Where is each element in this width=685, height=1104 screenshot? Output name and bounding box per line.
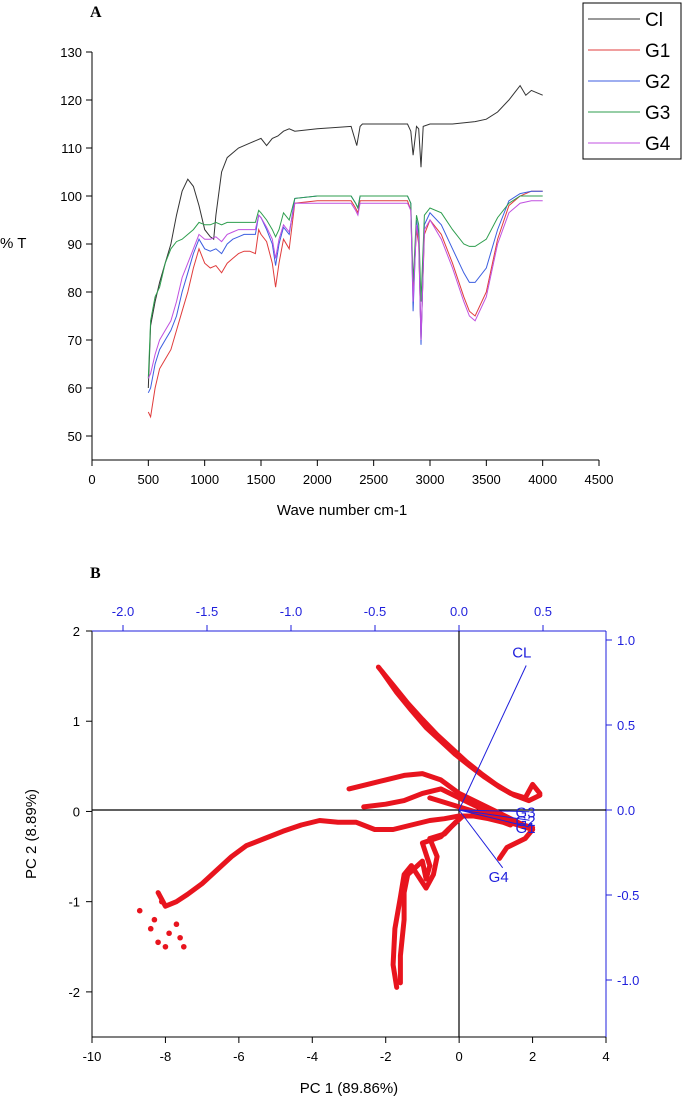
right-tick-label: -0.5 xyxy=(617,888,639,903)
loading-vector-g1 xyxy=(458,809,530,828)
panel-a-x-ticks: 0 500 1000 1500 2000 2500 3000 3500 4000 4500 xyxy=(88,460,613,487)
y-tick-label: 1 xyxy=(73,714,80,729)
series-line-cl xyxy=(147,84,543,389)
legend-label: G4 xyxy=(645,134,671,155)
series-line-g1 xyxy=(147,190,543,419)
loading-vector-g4 xyxy=(458,809,504,869)
x-tick-label: 2000 xyxy=(303,472,332,487)
y-tick-label: 120 xyxy=(60,93,82,108)
x-tick-label: 0 xyxy=(88,472,95,487)
right-tick-label: 0.0 xyxy=(617,803,635,818)
x-tick-label: -8 xyxy=(160,1049,172,1064)
score-point xyxy=(180,943,187,950)
loading-label: G2 xyxy=(516,813,536,830)
x-tick-label: 2 xyxy=(529,1049,536,1064)
x-tick-label: 4000 xyxy=(528,472,557,487)
score-point xyxy=(158,898,165,905)
score-trace xyxy=(390,819,458,990)
loading-vector-cl xyxy=(458,665,527,811)
legend-label: G1 xyxy=(645,41,670,62)
legend-label: G2 xyxy=(645,72,670,93)
score-point xyxy=(147,925,154,932)
score-trace xyxy=(346,771,536,832)
y-tick-label: 100 xyxy=(60,189,82,204)
x-tick-label: 1500 xyxy=(247,472,276,487)
top-tick-label: -2.0 xyxy=(112,604,134,619)
x-tick-label: 500 xyxy=(137,472,159,487)
panel-a-series xyxy=(147,84,543,419)
x-tick-label: 0 xyxy=(456,1049,463,1064)
loading-label: G4 xyxy=(489,869,509,886)
x-tick-label: 3500 xyxy=(472,472,501,487)
score-point xyxy=(151,916,158,923)
score-point xyxy=(162,943,169,950)
panel-b-y-label: PC 2 (8.89%) xyxy=(23,789,40,879)
y-tick-label: 90 xyxy=(68,237,82,252)
score-point xyxy=(166,930,172,937)
y-tick-label: 50 xyxy=(68,429,82,444)
loading-label: G1 xyxy=(516,820,536,837)
y-tick-label: 80 xyxy=(68,285,82,300)
top-tick-label: -0.5 xyxy=(364,604,386,619)
panel-a-y-ticks: 50 60 70 80 90 100 110 120 130 xyxy=(60,45,92,444)
loading-vector-g3 xyxy=(458,809,530,813)
panel-a-axes xyxy=(91,52,599,461)
top-tick-label: 0.5 xyxy=(534,604,552,619)
x-tick-label: 4 xyxy=(602,1049,609,1064)
x-tick-label: -6 xyxy=(233,1049,245,1064)
x-tick-label: -4 xyxy=(307,1049,319,1064)
loading-vector-g2 xyxy=(458,809,530,821)
panel-a-letter: A xyxy=(90,4,102,21)
panel-a-legend: Cl G1 G2 G3 G4 xyxy=(582,2,682,160)
top-tick-label: 0.0 xyxy=(450,604,468,619)
score-point xyxy=(177,934,183,941)
right-tick-label: 1.0 xyxy=(617,633,635,648)
right-tick-label: -1.0 xyxy=(617,973,639,988)
score-point xyxy=(155,939,161,946)
loading-label: CL xyxy=(512,645,531,662)
right-tick-label: 0.5 xyxy=(617,718,635,733)
loading-label: G3 xyxy=(516,805,536,822)
y-tick-label: 110 xyxy=(61,141,82,156)
score-trace xyxy=(379,669,543,804)
panel-b-letter: B xyxy=(90,565,101,582)
score-point xyxy=(173,921,180,928)
score-trace xyxy=(155,813,513,909)
x-tick-label: 1000 xyxy=(190,472,219,487)
panel-b-scores xyxy=(136,664,543,990)
panel-a-x-label: Wave number cm-1 xyxy=(277,502,407,519)
top-tick-label: -1.5 xyxy=(196,604,218,619)
legend-label: G3 xyxy=(645,103,670,124)
top-tick-label: -1.0 xyxy=(280,604,302,619)
y-tick-label: 2 xyxy=(73,624,80,639)
y-tick-label: 130 xyxy=(60,45,82,60)
legend-label: Cl xyxy=(645,10,663,31)
series-line-g2 xyxy=(147,190,543,394)
series-line-g3 xyxy=(147,195,543,379)
y-tick-label: -1 xyxy=(68,895,80,910)
x-tick-label: 2500 xyxy=(359,472,388,487)
x-tick-label: -2 xyxy=(380,1049,392,1064)
x-tick-label: 4500 xyxy=(585,472,614,487)
panel-a-y-label: % T xyxy=(0,235,26,252)
y-tick-label: 0 xyxy=(73,804,80,819)
x-tick-label: -10 xyxy=(83,1049,102,1064)
score-point xyxy=(136,907,143,914)
panel-b-x-label: PC 1 (89.86%) xyxy=(300,1080,398,1097)
y-tick-label: 70 xyxy=(68,333,82,348)
panel-b-frame xyxy=(91,630,607,1038)
series-line-g4 xyxy=(147,200,543,379)
y-tick-label: 60 xyxy=(68,381,82,396)
x-tick-label: 3000 xyxy=(416,472,445,487)
y-tick-label: -2 xyxy=(68,985,80,1000)
